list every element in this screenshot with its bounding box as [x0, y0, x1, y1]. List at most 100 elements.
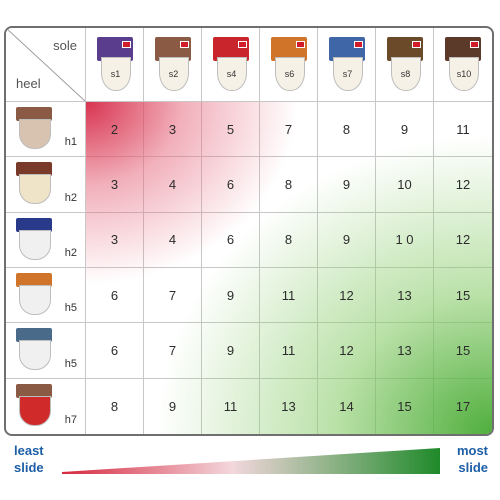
corner-diagonal-line: [6, 28, 85, 101]
slide-value: 11: [281, 342, 296, 358]
table-cell: 17: [434, 379, 492, 434]
slide-value: 7: [168, 342, 177, 358]
corner-header: sole heel: [6, 28, 86, 102]
heel-package-icon: [16, 217, 52, 262]
slide-value: 8: [284, 176, 293, 192]
table-cell: 6: [86, 323, 144, 379]
slide-value: 17: [455, 398, 471, 414]
heel-label: h2: [64, 246, 77, 259]
heel-package-box: [16, 107, 52, 122]
slide-value: 6: [110, 287, 119, 303]
sole-package-icon: s4: [211, 35, 251, 97]
slide-value: 8: [284, 232, 293, 248]
heel-header-0: h1: [6, 102, 86, 158]
sole-package-icon: s7: [327, 35, 367, 97]
slide-value: 8: [110, 398, 119, 414]
slide-value: 7: [168, 287, 177, 303]
heel-label: h5: [64, 357, 77, 370]
table-cell: 5: [202, 102, 260, 158]
sole-axis-label: sole: [53, 38, 77, 53]
heel-pad-shape: [19, 285, 51, 316]
sole-pad-label: s4: [216, 56, 247, 91]
slide-value: 9: [226, 287, 235, 303]
table-cell: 15: [434, 323, 492, 379]
heel-label: h5: [64, 302, 77, 315]
table-cell: 9: [202, 323, 260, 379]
sole-header-6: s10: [434, 28, 492, 102]
table-cell: 2: [86, 102, 144, 158]
sole-header-1: s2: [144, 28, 202, 102]
least-text: least: [14, 443, 44, 458]
heel-pad-shape: [19, 119, 51, 150]
sole-package-icon: s10: [443, 35, 483, 97]
table-cell: 9: [376, 102, 434, 158]
heel-package-icon: [16, 328, 52, 372]
heel-label: h7: [64, 413, 77, 426]
brand-tag-icon: [295, 40, 305, 48]
slide-value: 13: [281, 398, 296, 414]
slide-value: 11: [281, 287, 296, 303]
slide-value: 3: [110, 232, 119, 248]
heel-header-2: h2: [6, 212, 86, 268]
heel-package-box: [16, 217, 52, 232]
table-cell: 6: [86, 267, 144, 324]
slide-value: 2: [110, 121, 119, 137]
table-cell: 12: [318, 323, 376, 379]
slide-value: 1 0: [395, 232, 414, 248]
slide-chart-table: sole heel s1 s2 s4 s6 s7 s8 s10 h1 2 3 5 7 8 9 11 h2 3 4 6…: [4, 26, 494, 436]
slide-value: 4: [168, 176, 177, 192]
heel-package-box: [16, 328, 52, 343]
slide-value: 9: [342, 232, 351, 248]
sole-pad-label: s10: [449, 56, 479, 91]
brand-tag-icon: [237, 40, 247, 48]
sole-header-5: s8: [376, 28, 434, 102]
heel-package-icon: [16, 384, 52, 428]
sole-header-4: s7: [318, 28, 376, 102]
sole-package-icon: s8: [385, 35, 425, 97]
table-cell: 11: [260, 267, 318, 324]
table-cell: 8: [318, 102, 376, 158]
slide-value: 7: [284, 121, 293, 137]
table-cell: 12: [318, 267, 376, 324]
heel-package-box: [16, 162, 52, 177]
heel-pad-shape: [19, 340, 51, 371]
sole-pad-label: s8: [390, 56, 421, 91]
sole-pad-label: s1: [100, 56, 131, 91]
slide-value: 15: [397, 398, 412, 414]
sole-header-0: s1: [86, 28, 144, 102]
brand-tag-icon: [353, 40, 363, 48]
table-cell: 11: [260, 323, 318, 379]
table-cell: 8: [260, 157, 318, 213]
table-cell: 11: [202, 378, 260, 434]
slide-value: 9: [226, 342, 235, 358]
table-cell: 6: [202, 157, 260, 213]
heel-pad-shape: [19, 174, 51, 205]
table-cell: 9: [318, 157, 376, 213]
heel-pad-shape: [19, 396, 51, 427]
slide-value: 12: [455, 232, 471, 248]
slide-value: 6: [226, 232, 235, 248]
slide-value: 6: [110, 342, 119, 358]
heel-axis-label: heel: [16, 76, 41, 91]
brand-tag-icon: [121, 40, 131, 48]
slide-value: 13: [397, 287, 412, 303]
brand-tag-icon: [411, 40, 421, 48]
least-slide-label: least slide: [14, 442, 44, 476]
slide-value: 12: [339, 287, 354, 303]
slide-value: 12: [455, 176, 471, 192]
table-cell: 7: [144, 267, 202, 324]
sole-pad-label: s7: [332, 56, 363, 91]
slide-value: 12: [339, 342, 354, 358]
table-cell: 12: [434, 213, 492, 268]
slide-value: 4: [168, 232, 177, 248]
slide-value: 9: [342, 176, 351, 192]
sole-header-3: s6: [260, 28, 318, 102]
heel-label: h2: [64, 191, 77, 204]
table-cell: 13: [376, 323, 434, 379]
table-cell: 15: [376, 378, 434, 434]
table-cell: 6: [202, 212, 260, 268]
slide-value: 11: [223, 398, 238, 414]
slide-value: 11: [456, 121, 470, 137]
heel-package-icon: [16, 273, 52, 317]
slide-value: 9: [400, 121, 409, 137]
